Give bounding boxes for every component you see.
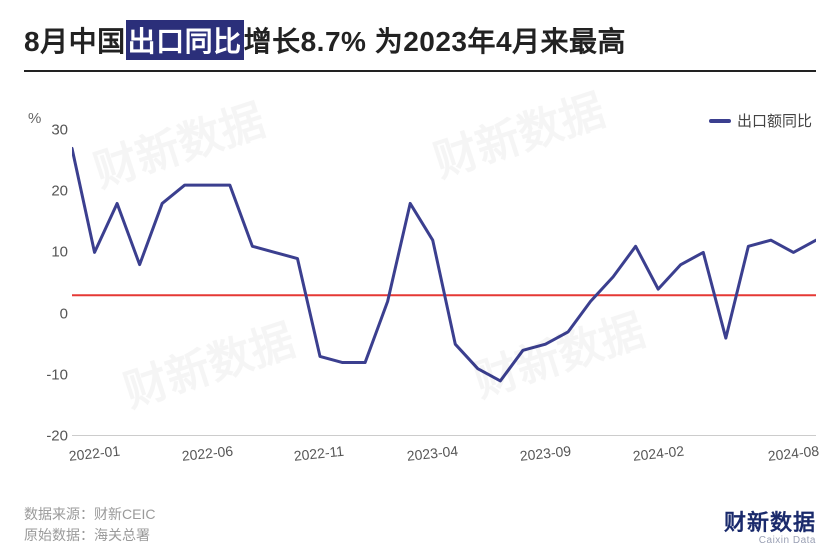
- title-highlight: 出口同比: [126, 20, 244, 60]
- y-tick: 10: [24, 244, 68, 261]
- title-post: 增长8.7% 为2023年4月来最高: [244, 20, 626, 60]
- chart-area: % 出口额同比 -20-100102030 2022-012022-062022…: [24, 130, 816, 460]
- series-line: [72, 148, 816, 381]
- x-tick: 2023-04: [406, 443, 459, 464]
- y-tick: 0: [24, 305, 68, 322]
- source-value: 财新CEIC: [94, 506, 155, 522]
- x-tick: 2022-11: [293, 443, 345, 464]
- y-tick: 20: [24, 183, 68, 200]
- legend-label: 出口额同比: [737, 110, 812, 131]
- x-tick: 2022-01: [68, 443, 121, 464]
- title-underline: [24, 70, 816, 72]
- source-label: 数据来源：: [24, 506, 94, 522]
- legend: 出口额同比: [709, 110, 812, 131]
- footer-sources: 数据来源：财新CEIC 原始数据：海关总署: [24, 504, 155, 546]
- x-axis-ticks: 2022-012022-062022-112023-042023-092024-…: [72, 440, 816, 464]
- y-tick: 30: [24, 122, 68, 139]
- y-tick: -20: [24, 428, 68, 445]
- legend-swatch: [709, 119, 731, 123]
- title-pre: 8月中国: [24, 20, 126, 60]
- y-tick: -10: [24, 366, 68, 383]
- origin-value: 海关总署: [94, 527, 150, 543]
- x-tick: 2024-08: [767, 443, 820, 464]
- y-axis-ticks: -20-100102030: [24, 130, 68, 460]
- line-chart-svg: [72, 130, 816, 436]
- brand-block: 财新数据 Caixin Data: [724, 505, 816, 546]
- x-tick: 2023-09: [519, 443, 572, 464]
- chart-title: 8月中国 出口同比 增长8.7% 为2023年4月来最高: [24, 20, 816, 60]
- brand-main: 财新数据: [724, 505, 816, 537]
- x-tick: 2022-06: [181, 443, 234, 464]
- origin-row: 原始数据：海关总署: [24, 525, 155, 546]
- source-row: 数据来源：财新CEIC: [24, 504, 155, 525]
- origin-label: 原始数据：: [24, 527, 94, 543]
- plot-region: [72, 130, 816, 436]
- x-tick: 2024-02: [632, 443, 685, 464]
